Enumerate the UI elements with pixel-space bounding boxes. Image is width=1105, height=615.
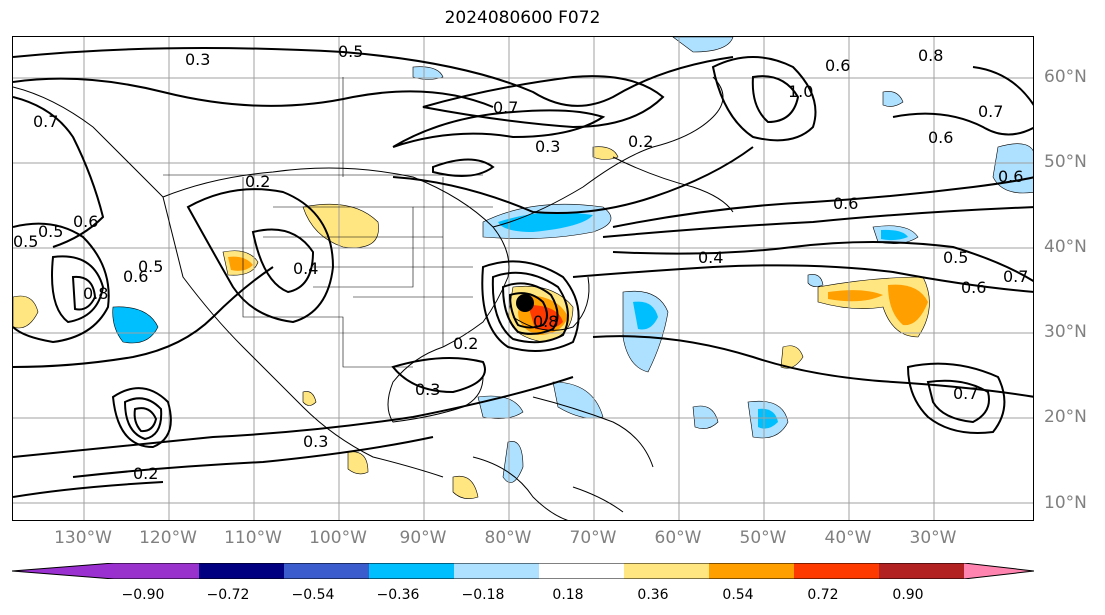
lon-label-60w: 60°W [654,528,702,548]
contour-label: 0.3 [535,137,560,156]
colorbar-extend-high [964,563,1034,579]
contour-label: 1.0 [788,82,813,101]
colorbar-graphic [11,562,1035,580]
lat-label-50n: 50°N [1044,152,1087,172]
contour-lines [13,47,1033,498]
colorbar-tick-label: 0.90 [892,587,924,603]
lat-label-10n: 10°N [1044,493,1087,513]
colorbar-segment [539,563,624,579]
lat-label-60n: 60°N [1044,67,1087,87]
contour-label: 0.4 [698,248,723,267]
lon-label-80w: 80°W [484,528,532,548]
colorbar-tick-label: −0.36 [376,587,420,603]
lat-label-30n: 30°N [1044,322,1087,342]
lon-label-120w: 120°W [139,528,197,548]
contour-label: 0.8 [533,312,558,331]
lat-label-40n: 40°N [1044,237,1087,257]
contour-label: 0.2 [133,464,158,483]
contour-label: 0.7 [1003,267,1028,286]
contour-label: 0.4 [293,259,318,278]
lat-label-20n: 20°N [1044,407,1087,427]
lon-label-50w: 50°W [739,528,787,548]
contour-label: 0.3 [303,432,328,451]
storm-center-marker [516,294,534,312]
contour-label: 0.7 [33,112,58,131]
lon-label-110w: 110°W [224,528,282,548]
contour-label: 0.2 [245,172,270,191]
colorbar-segment [794,563,879,579]
lon-label-90w: 90°W [399,528,447,548]
contour-label: 0.2 [628,132,653,151]
contour-label: 0.3 [415,380,440,399]
lon-label-70w: 70°W [569,528,617,548]
contour-label: 0.6 [833,194,858,213]
lon-label-130w: 130°W [54,528,112,548]
contour-label: 0.5 [138,257,163,276]
contour-label: 0.5 [338,42,363,61]
borders [163,77,493,368]
colorbar-segment [284,563,369,579]
colorbar-tick-label: 0.18 [552,587,584,603]
map-canvas: 0.3 0.5 0.7 0.8 0.6 0.7 0.6 0.3 0.2 0.7 … [13,37,1033,520]
contour-label: 0.6 [928,128,953,147]
map-panel: 0.3 0.5 0.7 0.8 0.6 0.7 0.6 0.3 0.2 0.7 … [12,36,1034,521]
colorbar-tick-label: −0.18 [461,587,505,603]
colorbar-segment [709,563,794,579]
contour-label: 0.7 [953,384,978,403]
colorbar-extend-low [12,563,114,579]
colorbar-segment [454,563,539,579]
lon-label-100w: 100°W [309,528,367,548]
contour-label: 0.6 [825,56,850,75]
colorbar-tick-label: 0.72 [807,587,839,603]
colorbar-segment [199,563,284,579]
colorbar-tick-label: 0.36 [637,587,669,603]
graticule [13,37,1033,520]
colorbar-tick-label: −0.72 [206,587,250,603]
colorbar-tick-label: 0.54 [722,587,754,603]
contour-label: 0.6 [998,167,1023,186]
contour-label: 0.8 [918,46,943,65]
contour-label: 0.8 [83,284,108,303]
contour-label: 0.7 [978,102,1003,121]
contour-label: 0.7 [493,98,518,117]
colorbar-segment [114,563,199,579]
contour-label: 0.6 [73,212,98,231]
colorbar-segment [879,563,964,579]
map-title: 2024080600 F072 [444,8,601,28]
contour-label: 0.5 [13,232,38,251]
shaded-anomalies [13,37,1033,499]
lon-label-40w: 40°W [824,528,872,548]
colorbar-tick-label: −0.54 [291,587,335,603]
colorbar-tick-label: −0.90 [121,587,165,603]
contour-label: 0.6 [123,267,148,286]
contour-label: 0.5 [943,248,968,267]
colorbar-segment [369,563,454,579]
colorbar [11,562,1035,580]
contour-label: 0.5 [38,222,63,241]
contour-label-layer: 0.3 0.5 0.7 0.8 0.6 0.7 0.6 0.3 0.2 0.7 … [13,42,1028,483]
colorbar-segment [624,563,709,579]
lon-label-30w: 30°W [909,528,957,548]
contour-label: 0.6 [961,278,986,297]
contour-label: 0.3 [185,50,210,69]
contour-label: 0.2 [453,334,478,353]
